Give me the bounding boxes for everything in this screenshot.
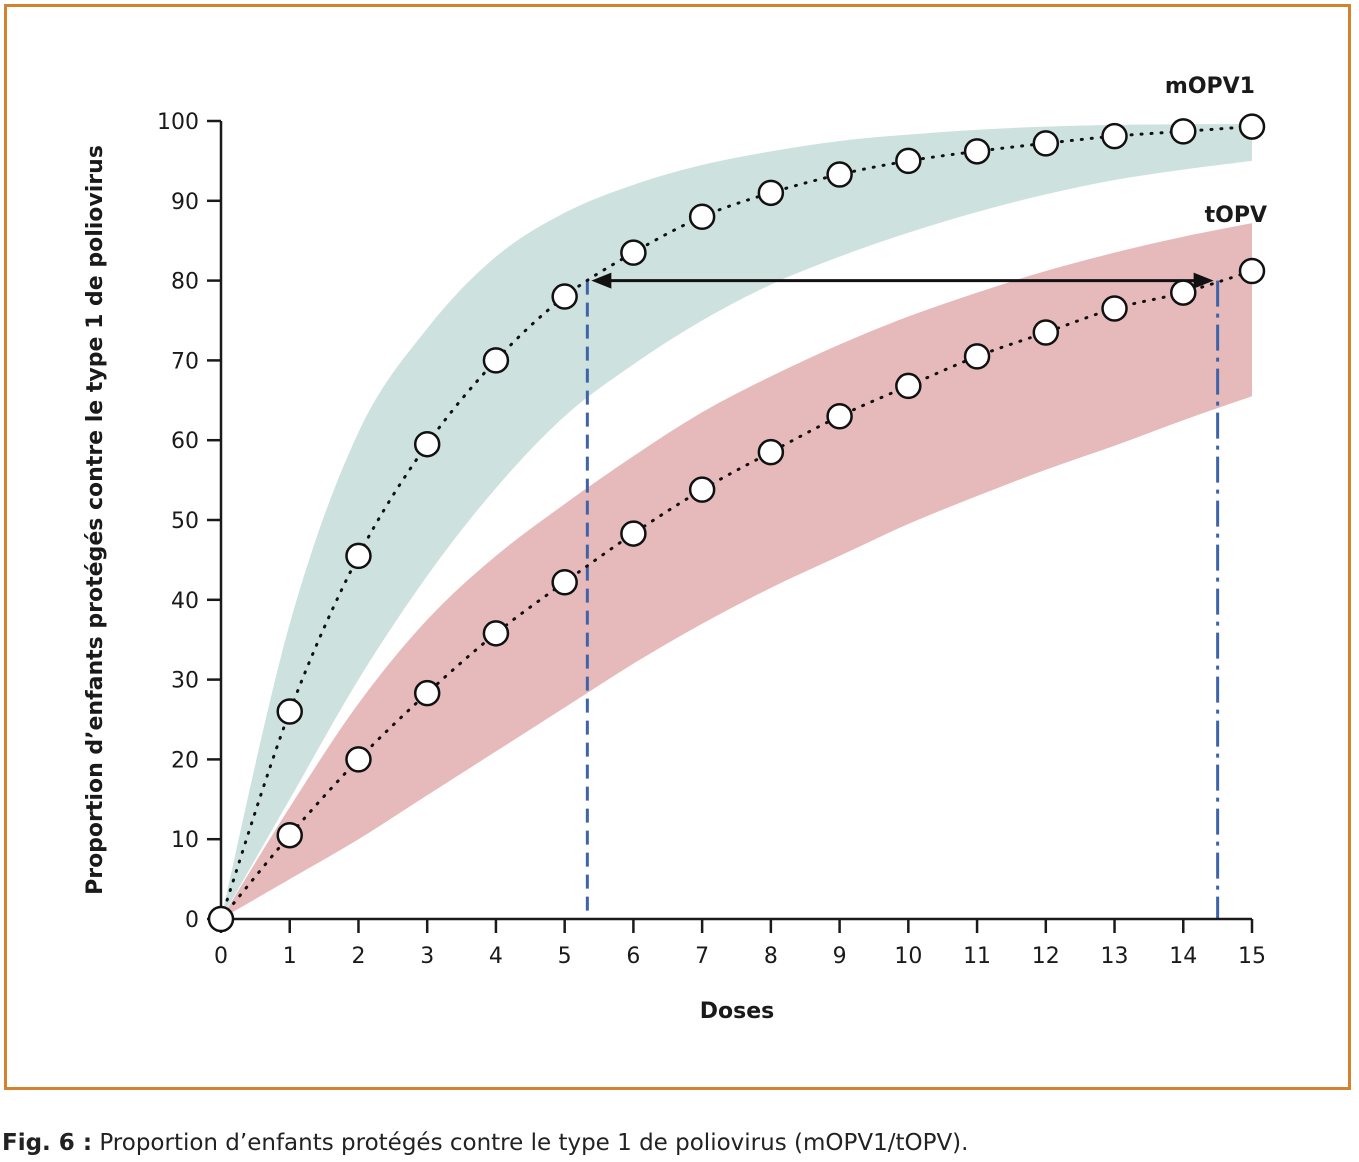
data-point-mopv1 xyxy=(1032,130,1060,157)
data-point-topv xyxy=(1238,257,1266,285)
y-tick-label: 90 xyxy=(171,190,199,215)
x-tick-label: 3 xyxy=(420,944,434,969)
data-point-topv xyxy=(757,438,785,466)
caption-prefix: Fig. 6 : xyxy=(2,1130,93,1156)
x-tick-label: 7 xyxy=(695,944,709,969)
x-tick-label: 13 xyxy=(1101,944,1129,969)
confidence-bands xyxy=(221,124,1252,920)
arrow-head-left xyxy=(591,272,612,289)
x-tick-label: 10 xyxy=(894,944,922,969)
y-tick-label: 50 xyxy=(171,509,199,534)
data-point-mopv1 xyxy=(207,905,235,933)
series-line-mopv1 xyxy=(219,125,1254,921)
caption-text: Proportion d’enfants protégés contre le … xyxy=(92,1130,969,1156)
x-tick-label: 1 xyxy=(283,944,297,969)
data-point-topv xyxy=(826,403,853,430)
band-mopv1 xyxy=(221,124,1252,920)
series-label-topv: tOPV xyxy=(1205,203,1267,228)
x-tick-label: 15 xyxy=(1238,944,1266,969)
reference-lines xyxy=(585,272,1220,919)
data-point-mopv1 xyxy=(688,203,716,231)
y-tick-label: 40 xyxy=(171,589,199,614)
x-tick-label: 12 xyxy=(1032,944,1060,969)
data-point-mopv1 xyxy=(413,430,441,458)
x-tick-label: 4 xyxy=(489,944,503,969)
y-tick-label: 30 xyxy=(171,669,199,694)
data-point-mopv1 xyxy=(963,138,991,165)
y-tick-label: 100 xyxy=(157,110,199,135)
x-axis-title: Doses xyxy=(700,999,775,1024)
y-axis-title: Proportion d’enfants protégés contre le … xyxy=(83,145,108,895)
data-point-topv xyxy=(688,476,716,503)
data-point-mopv1 xyxy=(895,147,922,175)
data-point-topv xyxy=(345,746,372,773)
data-point-topv xyxy=(1101,295,1128,322)
data-point-mopv1 xyxy=(551,283,578,310)
x-tick-label: 5 xyxy=(558,944,572,969)
data-point-mopv1 xyxy=(757,179,785,207)
data-point-topv xyxy=(1032,319,1060,346)
data-point-mopv1 xyxy=(1238,113,1266,140)
data-point-topv xyxy=(620,520,647,547)
data-point-mopv1 xyxy=(276,698,303,725)
x-tick-label: 0 xyxy=(214,944,228,969)
data-point-topv xyxy=(1170,279,1197,306)
data-points xyxy=(207,113,1266,933)
y-tick-label: 10 xyxy=(171,828,199,853)
data-point-mopv1 xyxy=(1101,122,1128,150)
data-point-mopv1 xyxy=(620,239,647,266)
x-tick-label: 11 xyxy=(963,944,991,969)
data-point-topv xyxy=(413,679,441,707)
x-tick-label: 2 xyxy=(351,944,365,969)
data-point-topv xyxy=(963,343,991,370)
data-point-topv xyxy=(895,372,922,400)
band-topv xyxy=(221,223,1252,920)
y-tick-label: 0 xyxy=(185,908,199,933)
y-tick-label: 60 xyxy=(171,429,199,454)
data-point-topv xyxy=(551,568,578,596)
y-tick-label: 20 xyxy=(171,748,199,773)
arrow-head-right xyxy=(1193,272,1214,289)
x-tick-label: 6 xyxy=(626,944,640,969)
data-point-mopv1 xyxy=(482,347,510,374)
x-tick-label: 9 xyxy=(833,944,847,969)
data-point-mopv1 xyxy=(826,161,853,188)
data-point-topv xyxy=(276,821,303,849)
data-point-mopv1 xyxy=(1170,118,1197,145)
x-tick-label: 14 xyxy=(1169,944,1197,969)
figure-caption: Fig. 6 : Proportion d’enfants protégés c… xyxy=(2,1130,968,1156)
y-tick-label: 70 xyxy=(171,349,199,374)
x-tick-label: 8 xyxy=(764,944,778,969)
data-point-topv xyxy=(482,620,510,647)
y-tick-label: 80 xyxy=(171,270,199,295)
data-point-mopv1 xyxy=(345,542,372,570)
series-label-mopv1: mOPV1 xyxy=(1165,74,1255,99)
